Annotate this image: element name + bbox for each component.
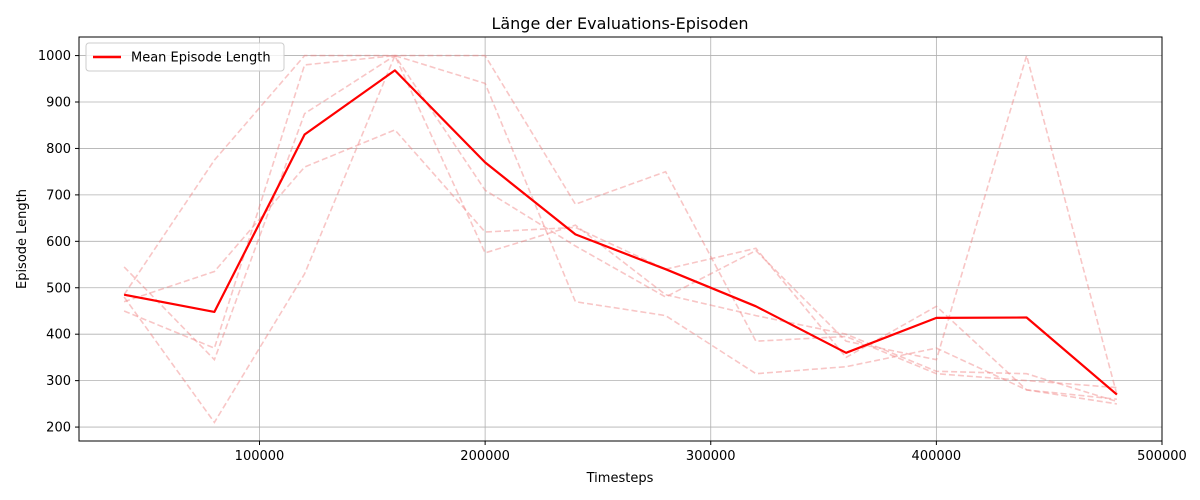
y-tick-label-6: 800 [46,142,71,157]
y-axis: 200 300 400 500 600 700 800 900 1000 [38,49,79,436]
x-tick-label-0: 100000 [235,449,285,464]
legend-box [85,42,285,72]
legend-label-mean: Mean Episode Length [131,51,271,66]
plot-frame [78,36,1163,442]
episode-line-4 [123,128,1117,400]
legend: Mean Episode Length [85,42,285,72]
y-tick-label-1: 300 [46,374,71,389]
y-tick-label-7: 900 [46,96,71,111]
episode-line-3 [123,54,1118,405]
episode-series-group [123,52,1118,424]
y-tick-label-0: 200 [46,421,71,436]
episode-line-5 [123,53,1118,424]
y-tick-label-2: 400 [46,328,71,343]
mean-episode-length-line [123,69,1118,396]
x-axis-label: Timesteps [586,471,654,486]
y-axis-label: Episode Length [15,189,30,289]
x-axis: 100000 200000 300000 400000 500000 [235,441,1187,464]
x-tick-label-3: 400000 [912,449,962,464]
grid [79,37,1163,441]
x-tick-label-4: 500000 [1137,449,1187,464]
episode-line-2 [123,54,1117,389]
episode-line-1 [123,52,1118,395]
y-tick-label-5: 700 [46,188,71,203]
mean-series-group [123,69,1118,396]
y-tick-label-4: 600 [46,235,71,250]
y-tick-label-3: 500 [46,281,71,296]
x-tick-label-1: 200000 [460,449,510,464]
y-tick-label-8: 1000 [38,49,71,64]
chart-title: Länge der Evaluations-Episoden [491,14,748,33]
x-tick-label-2: 300000 [686,449,736,464]
